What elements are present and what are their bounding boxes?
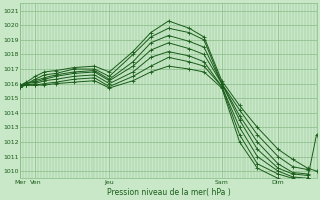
X-axis label: Pression niveau de la mer( hPa ): Pression niveau de la mer( hPa ) [107, 188, 230, 197]
